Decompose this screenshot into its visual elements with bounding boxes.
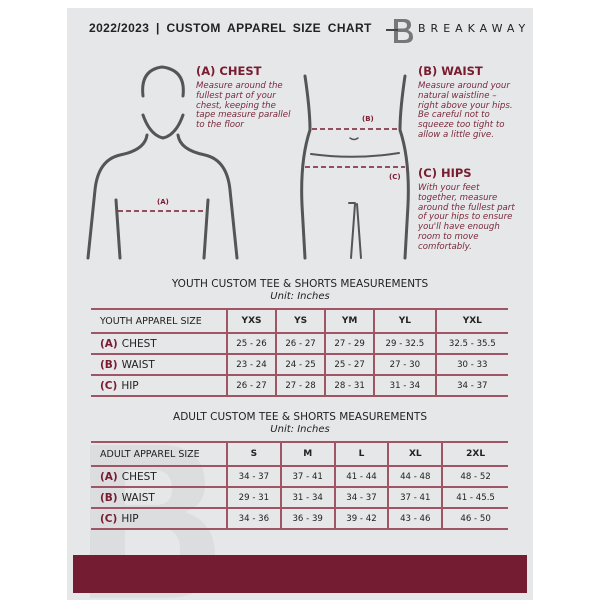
- header-cell: YXS: [225, 308, 277, 334]
- cell: 41 - 45.5: [441, 487, 508, 509]
- table-row: (C) HIP 26 - 27 27 - 28 28 - 31 31 - 34 3…: [91, 375, 508, 397]
- table-header-row: ADULT APPAREL SIZE S M L XL 2XL: [91, 441, 508, 467]
- table-header-row: YOUTH APPAREL SIZE YXS YS YM YL YXL: [91, 308, 508, 334]
- row-label: (C) HIP: [91, 375, 227, 397]
- page-title: 2022/2023 | CUSTOM APPAREL SIZE CHART: [89, 21, 372, 35]
- header-cell: YXL: [434, 308, 508, 334]
- row-label: (B) WAIST: [91, 354, 227, 376]
- cell: 25 - 26: [225, 333, 277, 355]
- table-row: (B) WAIST 29 - 31 31 - 34 34 - 37 37 - 41…: [91, 487, 508, 509]
- cell: 25 - 27: [324, 354, 375, 376]
- cell: 34 - 37: [226, 466, 281, 488]
- header-cell: L: [333, 441, 389, 467]
- cell: 37 - 41: [279, 466, 335, 488]
- header-cell: YOUTH APPAREL SIZE: [91, 308, 227, 334]
- header-cell: YS: [275, 308, 326, 334]
- chest-heading: (A) CHEST: [196, 64, 262, 78]
- footer-bar: [73, 555, 527, 593]
- cell: 26 - 27: [225, 375, 277, 397]
- adult-table-title: ADULT CUSTOM TEE & SHORTS MEASUREMENTS: [173, 411, 427, 423]
- row-label: (B) WAIST: [91, 487, 227, 509]
- brand-name: BREAKAWAY: [418, 22, 531, 35]
- table-row: (C) HIP 34 - 36 36 - 39 39 - 42 43 - 46 4…: [91, 508, 508, 530]
- header-cell: YL: [373, 308, 436, 334]
- youth-size-table: YOUTH APPAREL SIZE YXS YS YM YL YXL (A) C…: [91, 308, 508, 397]
- upper-body-figure: [86, 65, 239, 260]
- youth-table-title: YOUTH CUSTOM TEE & SHORTS MEASUREMENTS: [171, 278, 429, 290]
- cell: 48 - 52: [441, 466, 508, 488]
- cell: 34 - 36: [226, 508, 281, 530]
- header-cell: ADULT APPAREL SIZE: [91, 441, 227, 467]
- waist-marker: (B): [362, 115, 374, 123]
- breakaway-logo-icon: [386, 19, 413, 43]
- cell: 29 - 32.5: [373, 333, 436, 355]
- header-cell: M: [279, 441, 335, 467]
- adult-unit: Unit: Inches: [270, 424, 330, 435]
- cell: 32.5 - 35.5: [434, 333, 508, 355]
- adult-size-table: ADULT APPAREL SIZE S M L XL 2XL (A) CHEST…: [91, 441, 508, 530]
- cell: 31 - 34: [279, 487, 335, 509]
- cell: 24 - 25: [275, 354, 326, 376]
- table-row: (A) CHEST 34 - 37 37 - 41 41 - 44 44 - 48…: [91, 466, 508, 488]
- cell: 34 - 37: [434, 375, 508, 397]
- cell: 27 - 29: [324, 333, 375, 355]
- lower-body-figure: [300, 74, 410, 260]
- hips-marker: (C): [389, 173, 401, 181]
- cell: 27 - 28: [275, 375, 326, 397]
- header-cell: 2XL: [441, 441, 508, 467]
- chest-description: Measure around the fullest part of your …: [196, 81, 291, 131]
- row-label: (A) CHEST: [91, 466, 227, 488]
- cell: 26 - 27: [275, 333, 326, 355]
- row-label: (A) CHEST: [91, 333, 227, 355]
- cell: 29 - 31: [226, 487, 281, 509]
- youth-unit: Unit: Inches: [270, 291, 330, 302]
- cell: 23 - 24: [225, 354, 277, 376]
- row-label: (C) HIP: [91, 508, 227, 530]
- cell: 34 - 37: [333, 487, 389, 509]
- cell: 28 - 31: [324, 375, 375, 397]
- cell: 44 - 48: [387, 466, 443, 488]
- cell: 36 - 39: [279, 508, 335, 530]
- cell: 37 - 41: [387, 487, 443, 509]
- table-row: (B) WAIST 23 - 24 24 - 25 25 - 27 27 - 30…: [91, 354, 508, 376]
- chest-marker: (A): [157, 198, 169, 206]
- hips-description: With your feet together, measure around …: [418, 183, 515, 252]
- cell: 27 - 30: [373, 354, 436, 376]
- hips-heading: (C) HIPS: [418, 166, 472, 180]
- header-cell: YM: [324, 308, 375, 334]
- header-cell: S: [226, 441, 281, 467]
- waist-description: Measure around your natural waistline – …: [418, 81, 513, 140]
- cell: 46 - 50: [441, 508, 508, 530]
- cell: 41 - 44: [333, 466, 389, 488]
- cell: 39 - 42: [333, 508, 389, 530]
- cell: 30 - 33: [434, 354, 508, 376]
- header-cell: XL: [387, 441, 443, 467]
- table-row: (A) CHEST 25 - 26 26 - 27 27 - 29 29 - 32…: [91, 333, 508, 355]
- waist-heading: (B) WAIST: [418, 64, 483, 78]
- cell: 43 - 46: [387, 508, 443, 530]
- cell: 31 - 34: [373, 375, 436, 397]
